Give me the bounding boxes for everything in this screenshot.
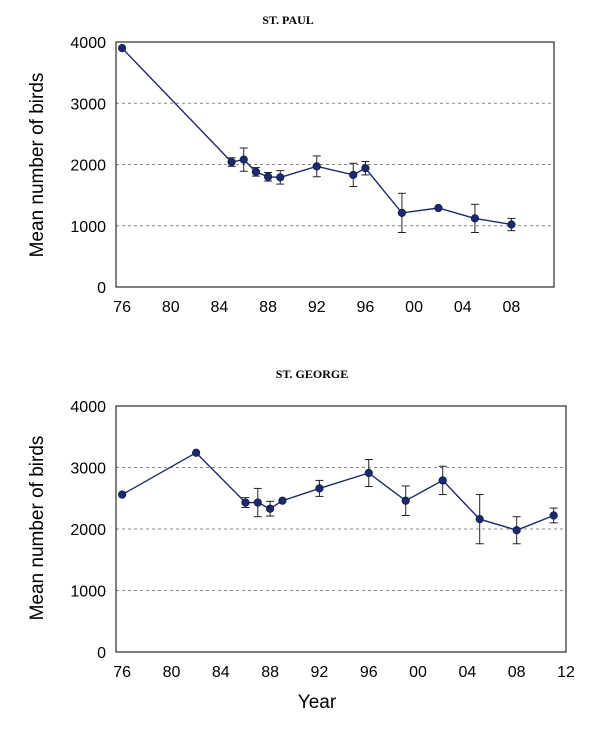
data-point [434, 203, 443, 213]
data-point [278, 496, 287, 505]
x-tick-label: 92 [311, 664, 329, 681]
data-point [251, 167, 261, 176]
x-tick-label: 88 [259, 299, 277, 316]
plot-frame [115, 405, 567, 653]
x-tick-labels: 76 80 84 88 92 96 00 04 08 12 [113, 664, 575, 681]
chart-st-george: ST. GEORGE Mean number of birds 0 1000 200… [27, 367, 575, 713]
x-tick-label: 84 [211, 299, 229, 316]
gridlines [116, 102, 554, 227]
y-tick-label: 3000 [70, 461, 106, 478]
data-point [315, 484, 324, 493]
data-point [117, 44, 127, 53]
y-tick-label: 3000 [70, 96, 106, 113]
data-point [507, 220, 516, 229]
chart-st-paul: ST. PAUL Mean number of birds 0 1000 2000 3… [27, 13, 555, 316]
y-tick-label: 0 [97, 280, 106, 297]
series-line [121, 47, 512, 226]
data-point [266, 504, 275, 513]
y-tick-labels: 0 1000 2000 3000 4000 [70, 35, 106, 297]
x-tick-label: 00 [405, 299, 423, 316]
data-point [241, 498, 250, 507]
data-series [118, 448, 558, 545]
data-point [192, 448, 201, 457]
y-tick-label: 0 [97, 645, 106, 662]
data-point [438, 476, 447, 485]
y-tick-label: 2000 [70, 158, 106, 175]
data-point [470, 214, 480, 223]
x-tick-label: 84 [212, 664, 230, 681]
data-point [227, 157, 236, 167]
data-point [276, 173, 285, 182]
data-point [118, 490, 127, 499]
data-point [239, 155, 248, 164]
x-tick-label: 96 [360, 664, 378, 681]
x-tick-label: 00 [409, 664, 427, 681]
data-point [312, 162, 321, 171]
data-point [475, 515, 484, 524]
y-tick-label: 4000 [70, 35, 106, 52]
x-tick-label: 12 [557, 664, 575, 681]
data-point [253, 498, 262, 507]
x-tick-label: 08 [508, 664, 526, 681]
chart-title: ST. GEORGE [276, 367, 348, 381]
x-tick-label: 76 [113, 664, 131, 681]
y-tick-label: 1000 [70, 219, 106, 236]
data-point [263, 172, 273, 181]
y-tick-label: 1000 [70, 584, 106, 601]
gridlines [116, 467, 566, 591]
data-point [364, 468, 373, 478]
data-point [361, 164, 370, 173]
x-tick-label: 80 [162, 299, 180, 316]
y-tick-label: 4000 [70, 399, 106, 416]
x-tick-label: 04 [454, 299, 472, 316]
y-axis-label: Mean number of birds [27, 73, 48, 258]
data-point [397, 208, 407, 217]
x-tick-label: 88 [261, 664, 279, 681]
x-tick-label: 96 [357, 299, 375, 316]
x-tick-label: 80 [163, 664, 181, 681]
chart-title: ST. PAUL [262, 13, 314, 27]
plot-frame [115, 41, 555, 288]
x-tick-label: 76 [113, 299, 131, 316]
x-tick-label: 08 [503, 299, 521, 316]
x-tick-labels: 76 80 84 88 92 96 00 04 08 [113, 299, 520, 316]
y-tick-labels: 0 1000 2000 3000 4000 [70, 399, 106, 662]
series-line [121, 451, 554, 531]
x-tick-label: 92 [308, 299, 326, 316]
data-point [401, 496, 410, 505]
x-axis-label: Year [298, 692, 337, 713]
data-point [349, 170, 358, 180]
x-tick-label: 04 [458, 664, 476, 681]
y-axis-label: Mean number of birds [27, 436, 48, 621]
data-point [549, 511, 558, 520]
data-point [512, 526, 521, 535]
y-tick-label: 2000 [70, 522, 106, 539]
data-series [117, 44, 516, 233]
